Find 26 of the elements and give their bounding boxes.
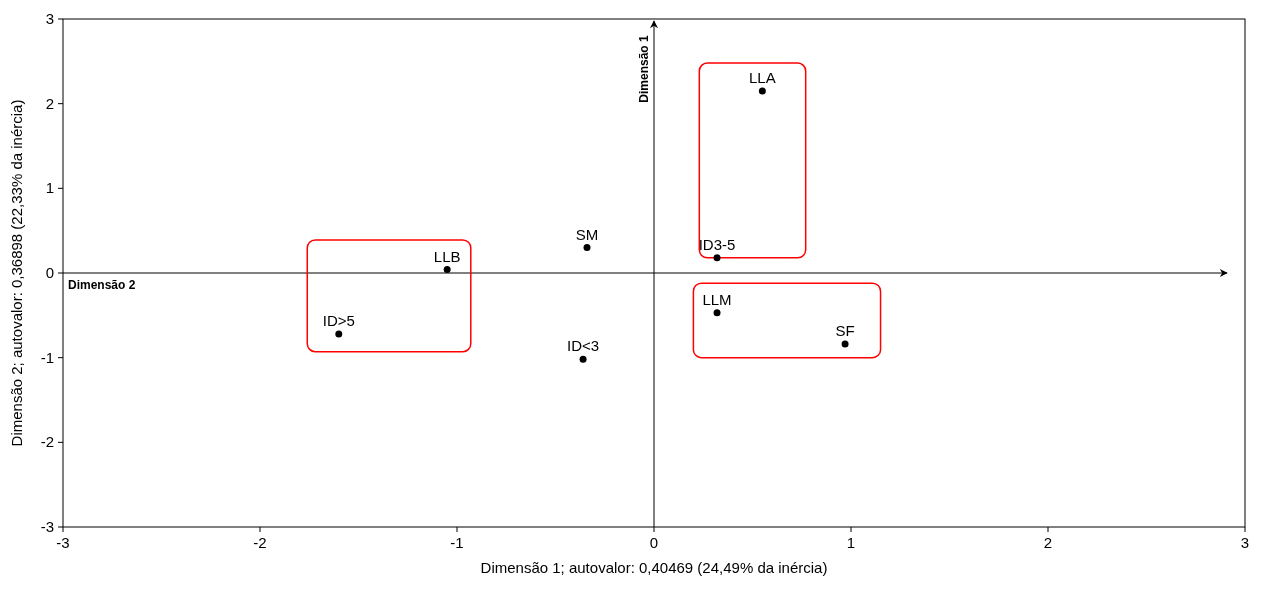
series-label: LLB: [433, 247, 461, 265]
x-tick-label: 2: [1043, 534, 1053, 551]
series-label: LLA: [749, 68, 776, 86]
series-label: SF: [835, 322, 855, 340]
x-tick-label: 3: [1240, 534, 1250, 551]
series-label: ID>5: [322, 311, 355, 329]
series-label: ID3-5: [698, 235, 736, 253]
ref-line-label: Dimensão 2: [68, 278, 136, 292]
x-tick-label: -1: [450, 534, 464, 551]
y-tick-label: -3: [40, 518, 54, 535]
y-tick-label: 3: [45, 10, 54, 27]
y-axis-title: Dimensão 2; autovalor: 0,36898 (22,33% da inércia): [8, 99, 25, 447]
x-axis-title: Dimensão 1; autovalor: 0,40469 (24,49% da inércia): [480, 559, 828, 576]
x-tick-label: -3: [56, 534, 70, 551]
x-tick-label: 1: [846, 534, 856, 551]
x-tick-label: 0: [649, 534, 659, 551]
y-tick-label: 2: [45, 94, 54, 112]
y-tick-label: 0: [45, 264, 54, 281]
series-label: ID<3: [567, 337, 600, 355]
y-tick-label: -1: [40, 348, 54, 366]
y-tick-label: -2: [40, 433, 54, 451]
y-tick-label: 1: [45, 179, 54, 197]
series-label: LLM: [702, 290, 732, 308]
series-label: SM: [575, 225, 599, 243]
x-tick-label: -2: [253, 534, 267, 551]
ref-line-label: Dimensão 1: [637, 34, 651, 103]
